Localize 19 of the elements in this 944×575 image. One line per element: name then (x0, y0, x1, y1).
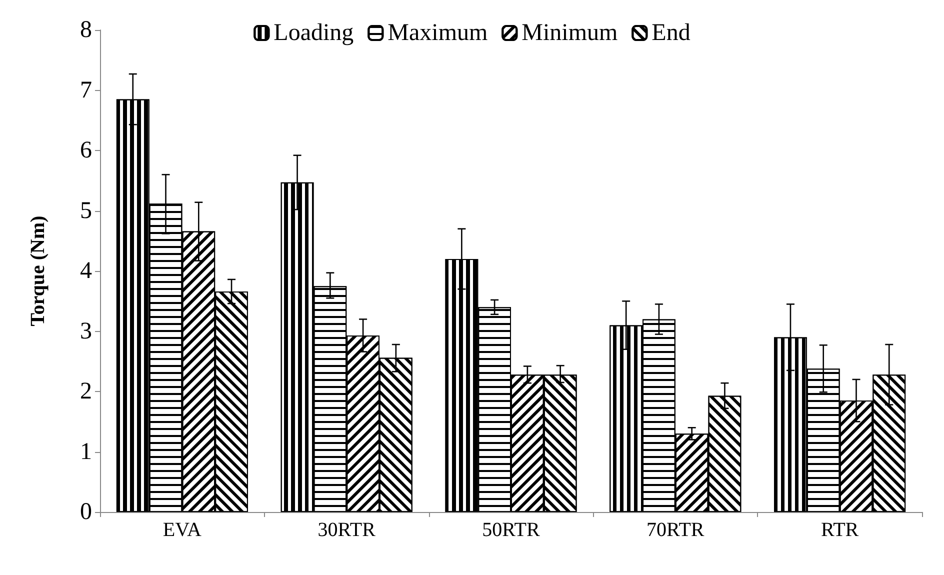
x-tick-label: EVA (162, 519, 202, 541)
x-tick-label: 70RTR (646, 519, 705, 541)
y-tick-label: 5 (80, 198, 92, 224)
legend-label: End (652, 20, 690, 46)
y-tick-label: 7 (80, 77, 92, 104)
y-tick-label: 8 (80, 17, 92, 43)
legend-label: Maximum (388, 20, 488, 46)
y-tick-label: 1 (80, 438, 92, 465)
legend-label: Loading (274, 20, 354, 46)
x-tick-label: RTR (820, 519, 860, 541)
y-tick-label: 2 (80, 378, 92, 404)
y-axis-title: Torque (Nm) (27, 216, 49, 326)
y-tick-label: 0 (80, 499, 92, 525)
legend-label: Minimum (522, 20, 618, 46)
x-tick-label: 30RTR (318, 519, 376, 541)
y-tick-label: 6 (80, 138, 92, 164)
y-tick-label: 3 (80, 318, 92, 344)
x-tick-label: 50RTR (482, 519, 541, 541)
y-tick-label: 4 (80, 258, 92, 284)
